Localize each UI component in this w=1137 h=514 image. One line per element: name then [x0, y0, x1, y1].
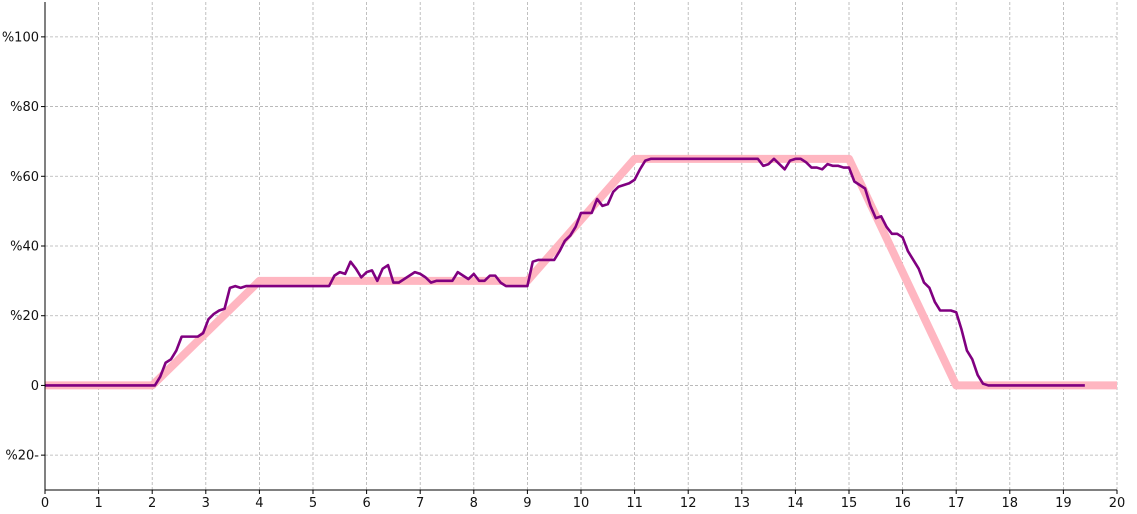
- x-tick-label: 18: [1002, 496, 1019, 511]
- x-tick-label: 6: [362, 496, 370, 511]
- x-tick-label: 15: [841, 496, 858, 511]
- x-tick-label: 10: [573, 496, 590, 511]
- x-tick-label: 16: [894, 496, 911, 511]
- x-tick-label: 11: [626, 496, 643, 511]
- x-tick-label: 5: [309, 496, 317, 511]
- x-tick-label: 19: [1055, 496, 1072, 511]
- x-tick-label: 9: [523, 496, 531, 511]
- series-line-2: [45, 157, 1085, 387]
- tick-labels: 0 1 2 3 4 5 6 7 8 9 10 11 12 13 14 15 16 17 18 19 20%20-0%20…: [2, 30, 1125, 511]
- x-tick-label: 7: [416, 496, 424, 511]
- series-line-1: [45, 154, 1117, 390]
- x-tick-label: 4: [255, 496, 263, 511]
- grid: [45, 2, 1118, 490]
- x-tick-label: 13: [734, 496, 751, 511]
- x-tick-label: 20: [1109, 496, 1126, 511]
- x-tick-label: 2: [148, 496, 156, 511]
- x-tick-label: 3: [202, 496, 210, 511]
- x-tick-label: 14: [787, 496, 804, 511]
- y-tick-label: %20: [10, 309, 39, 324]
- y-tick-label: %20-: [5, 449, 39, 464]
- y-tick-label: %80: [10, 100, 39, 115]
- x-tick-label: 17: [948, 496, 965, 511]
- y-tick-label: %100: [2, 30, 39, 45]
- y-tick-label: %40: [10, 240, 39, 255]
- x-tick-label: 8: [470, 496, 478, 511]
- series-layer: [45, 154, 1117, 390]
- x-tick-label: 1: [94, 496, 102, 511]
- y-tick-label: %60: [10, 170, 39, 185]
- x-tick-label: 12: [680, 496, 697, 511]
- x-tick-label: 0: [41, 496, 49, 511]
- y-tick-label: 0: [31, 379, 39, 394]
